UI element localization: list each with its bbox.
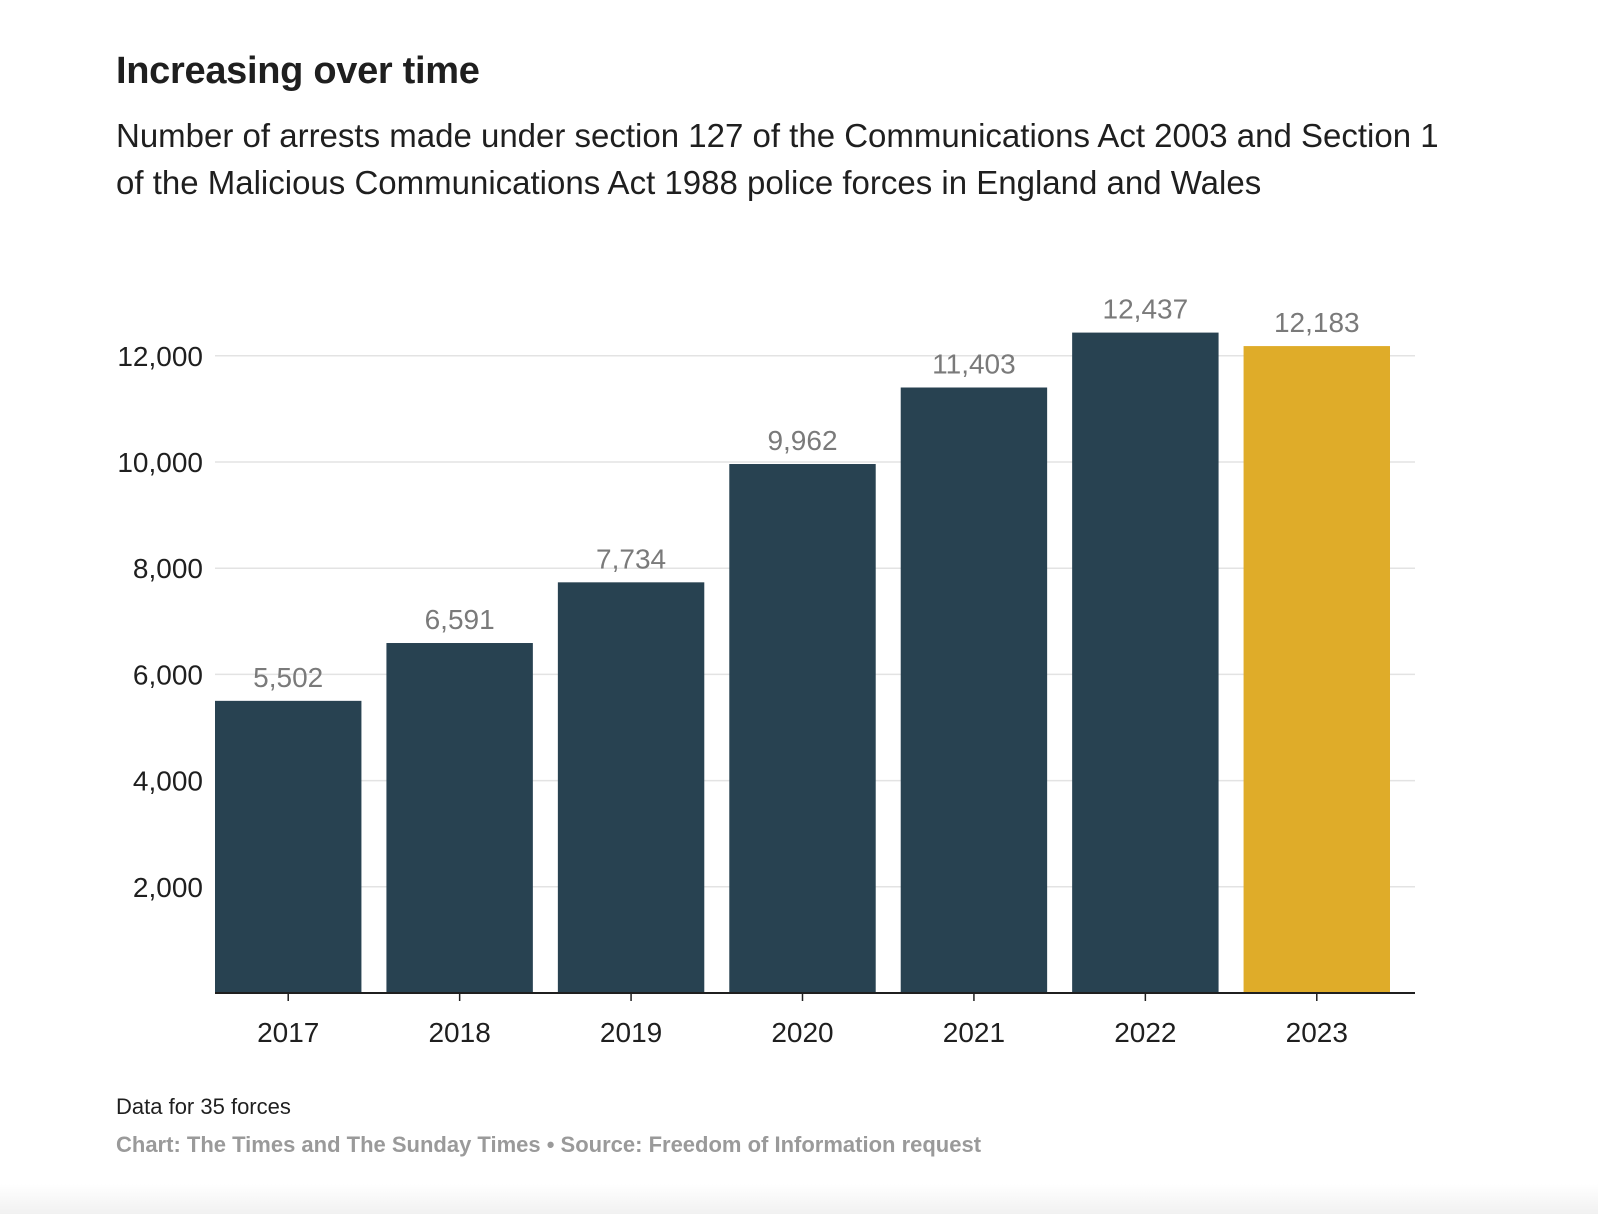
y-tick-label: 2,000 <box>133 872 203 903</box>
value-label: 12,183 <box>1274 307 1360 338</box>
value-label: 9,962 <box>767 425 837 456</box>
bar-2021 <box>900 387 1048 993</box>
value-labels: 5,502 6,591 7,734 9,962 11,403 12,437 12,183 <box>253 294 1359 693</box>
x-axis: 2017 2018 2019 2020 2021 2022 2023 <box>215 992 1415 1048</box>
x-tick-label: 2021 <box>943 1017 1005 1048</box>
chart-title: Increasing over time <box>116 50 480 92</box>
bar-2020 <box>729 464 876 993</box>
bar-2017 <box>215 700 362 993</box>
y-tick-label: 10,000 <box>117 447 203 478</box>
y-tick-label: 8,000 <box>133 553 203 584</box>
data-note: Data for 35 forces <box>116 1094 291 1119</box>
x-tick-label: 2022 <box>1114 1017 1176 1048</box>
bar-2022 <box>1072 332 1219 993</box>
bottom-edge <box>0 1184 1598 1214</box>
x-tick-label: 2019 <box>600 1017 662 1048</box>
y-axis-tick-labels: 2,000 4,000 6,000 8,000 10,000 12,000 <box>117 341 203 903</box>
bar-2023 <box>1243 346 1390 993</box>
value-label: 12,437 <box>1103 294 1189 325</box>
value-label: 6,591 <box>425 604 495 635</box>
y-tick-label: 6,000 <box>133 659 203 690</box>
x-tick-label: 2017 <box>257 1017 319 1048</box>
x-tick-label: 2023 <box>1286 1017 1348 1048</box>
value-label: 5,502 <box>253 662 323 693</box>
value-label: 7,734 <box>596 543 666 574</box>
y-tick-label: 4,000 <box>133 766 203 797</box>
bar-2018 <box>386 643 533 993</box>
value-label: 11,403 <box>932 349 1016 380</box>
bar-2019 <box>557 582 705 993</box>
y-tick-label: 12,000 <box>117 341 203 372</box>
bars <box>215 332 1390 993</box>
chart-subtitle: Number of arrests made under section 127… <box>116 117 1439 201</box>
x-tick-label: 2020 <box>771 1017 833 1048</box>
x-tick-label: 2018 <box>428 1017 490 1048</box>
source-credit: Chart: The Times and The Sunday Times • … <box>116 1132 982 1157</box>
